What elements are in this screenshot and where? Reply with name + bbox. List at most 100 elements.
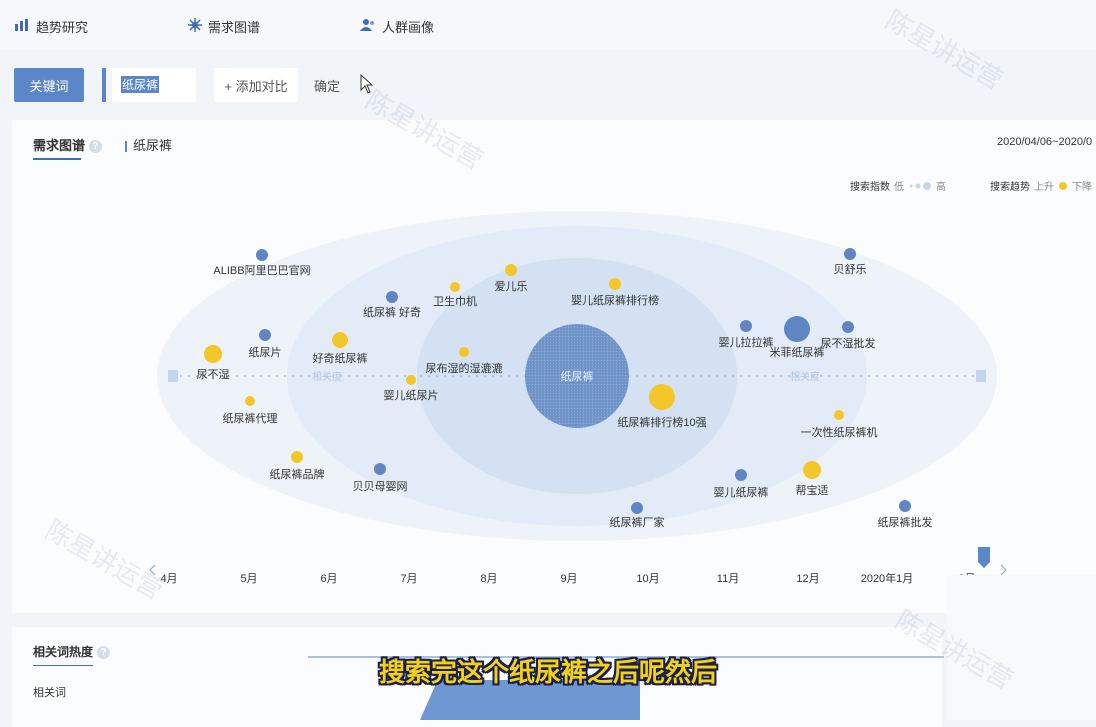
bubble-label[interactable]: 婴儿拉拉裤 [719, 335, 774, 349]
bubble-label[interactable]: 纸尿裤 好奇 [363, 305, 421, 319]
legend-size-scale-icon [909, 181, 931, 190]
legend-volume-label: 搜索指数 [850, 182, 890, 193]
bubble-label[interactable]: 贝舒乐 [834, 262, 867, 276]
help-icon[interactable]: ? [89, 140, 103, 154]
bubble-label[interactable]: 好奇纸尿裤 [313, 351, 368, 365]
related-heat-underline [33, 665, 93, 666]
bubble-label[interactable]: 卫生巾机 [433, 294, 477, 308]
overlay-shape [420, 680, 640, 720]
axis-left-label: 相关度 [312, 370, 342, 383]
bubble-rising[interactable] [245, 396, 255, 406]
nav-trend-research[interactable]: 趋势研究 [14, 16, 88, 36]
bubble-label[interactable]: 尿不湿批发 [821, 336, 876, 350]
bubble-steady[interactable] [256, 249, 268, 261]
bubble-rising[interactable] [649, 384, 675, 410]
bubble-label[interactable]: 纸尿裤排行榜10强 [617, 415, 706, 429]
bubble-steady[interactable] [374, 463, 386, 475]
bubble-steady[interactable] [844, 248, 856, 260]
confirm-button[interactable]: 确定 [314, 79, 341, 94]
tab-keyword[interactable]: 纸尿裤 [125, 135, 172, 154]
keyword-input-value: 纸尿裤 [121, 76, 160, 93]
timeline-left-arrow-icon[interactable] [148, 564, 158, 576]
bubble-rising[interactable] [609, 278, 621, 290]
axis-right-handle[interactable] [976, 370, 986, 382]
center-bubble[interactable] [525, 324, 629, 428]
bubble-label[interactable]: 米菲纸尿裤 [770, 345, 825, 359]
users-icon [360, 18, 376, 35]
bubble-rising[interactable] [505, 264, 517, 276]
keyword-marker [125, 141, 127, 153]
bubble-label[interactable]: 婴儿纸尿裤排行榜 [571, 293, 659, 307]
bubble-steady[interactable] [899, 500, 911, 512]
top-nav [0, 0, 1096, 50]
keyword-button[interactable]: 关键词 [14, 68, 84, 102]
related-heat-title-text: 相关词热度 [33, 645, 94, 659]
legend-trend-label: 搜索趋势 [990, 182, 1030, 193]
bubble-steady[interactable] [386, 291, 398, 303]
month-tick-label: 2020年1月 [860, 573, 914, 585]
keyword-input[interactable]: 纸尿裤 [112, 68, 196, 102]
bubble-steady[interactable] [631, 502, 643, 514]
bubble-rising[interactable] [291, 451, 303, 463]
bubble-rising[interactable] [204, 345, 222, 363]
bubble-label[interactable]: 纸尿片 [249, 346, 282, 359]
bubble-rising[interactable] [450, 282, 460, 292]
bubble-steady[interactable] [842, 321, 854, 333]
bubble-label[interactable]: ALIBB阿里巴巴官网 [213, 263, 310, 277]
keyword-accent-bar [102, 68, 106, 102]
timeline-handle[interactable] [977, 546, 991, 570]
tab-active-underline [33, 158, 81, 160]
help-icon[interactable]: ? [97, 646, 111, 660]
bubble-label[interactable]: 婴儿纸尿裤 [714, 485, 769, 499]
bubble-label[interactable]: 尿布湿的湿漉漉 [426, 361, 503, 375]
bubble-steady[interactable] [784, 316, 810, 342]
bubble-rising[interactable] [332, 332, 348, 348]
bubble-rising[interactable] [459, 347, 469, 357]
nav-demand-label: 需求图谱 [208, 19, 261, 35]
bubble-label[interactable]: 贝贝母婴网 [353, 480, 408, 493]
legend-volume: 搜索指数 低 高 [850, 178, 950, 193]
bubble-label[interactable]: 纸尿裤品牌 [270, 467, 325, 481]
side-overlay-panel [947, 575, 1096, 720]
bubble-label[interactable]: 一次性纸尿裤机 [801, 425, 878, 439]
bubble-label[interactable]: 爱儿乐 [495, 280, 528, 293]
month-tick-label: 7月 [400, 573, 418, 585]
center-bubble-label: 纸尿裤 [561, 369, 594, 383]
bubble-rising[interactable] [803, 461, 821, 479]
bubble-label[interactable]: 纸尿裤厂家 [610, 515, 665, 529]
tab-keyword-label: 纸尿裤 [133, 138, 173, 153]
add-compare-button[interactable]: + 添加对比 [214, 68, 298, 102]
bubble-label[interactable]: 婴儿纸尿片 [384, 389, 439, 402]
chart-icon [14, 18, 30, 35]
nav-crowd-profile[interactable]: 人群画像 [360, 16, 434, 36]
axis-right-label: 相关度 [790, 370, 820, 383]
legend-high: 高 [936, 182, 946, 193]
legend-trend: 搜索趋势 上升 下降 [990, 178, 1096, 193]
month-tick-label: 11月 [716, 573, 740, 585]
month-tick-label: 12月 [796, 573, 820, 585]
bubble-label[interactable]: 尿不湿 [197, 368, 230, 381]
bubble-rising[interactable] [406, 375, 416, 385]
month-tick-label: 5月 [240, 573, 258, 585]
bubble-steady[interactable] [735, 469, 747, 481]
nav-crowd-label: 人群画像 [382, 19, 435, 35]
bubble-label[interactable]: 帮宝适 [796, 483, 829, 497]
mouse-cursor-icon [360, 73, 374, 99]
related-heat-bar [308, 656, 944, 658]
related-words-label: 相关词 [33, 687, 66, 699]
bubble-steady[interactable] [259, 329, 271, 341]
nav-demand-map[interactable]: 需求图谱 [188, 16, 260, 36]
bubble-label[interactable]: 纸尿裤代理 [223, 411, 278, 425]
bubble-steady[interactable] [740, 320, 752, 332]
axis-left-handle[interactable] [168, 370, 178, 382]
nav-trend-label: 趋势研究 [36, 19, 89, 35]
month-tick-label: 4月 [160, 573, 178, 585]
video-caption: 搜索完这个纸尿裤之后呢然后 [378, 657, 717, 687]
timeline-right-arrow-icon[interactable] [998, 564, 1008, 576]
date-range[interactable]: 2020/04/06~2020/0 [997, 136, 1093, 148]
tab-demand-map[interactable]: 需求图谱? [33, 135, 103, 154]
bubble-rising[interactable] [834, 410, 844, 420]
bubble-label[interactable]: 纸尿裤批发 [878, 515, 933, 529]
month-tick-label: 6月 [320, 573, 338, 585]
